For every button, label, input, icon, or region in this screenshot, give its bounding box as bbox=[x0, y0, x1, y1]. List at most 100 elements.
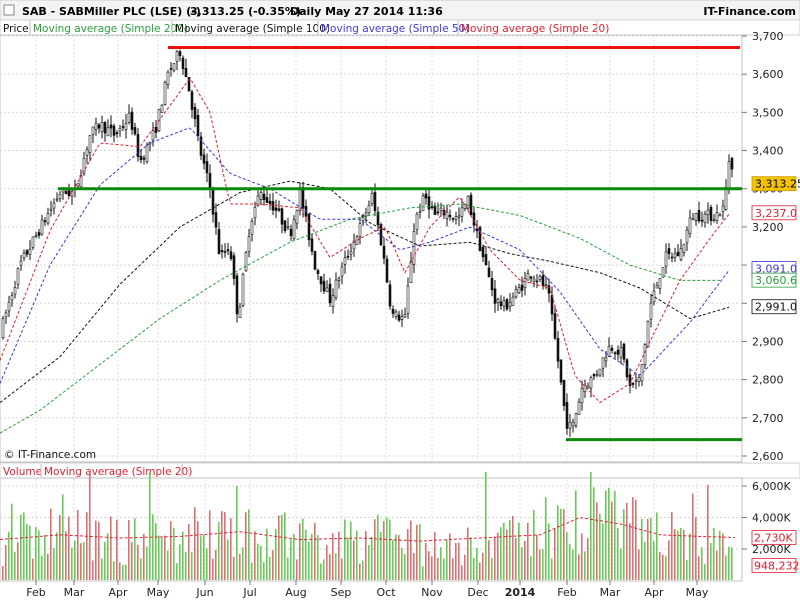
volume-bar bbox=[326, 545, 328, 580]
price-tag-ma50: 3,091.0 bbox=[751, 261, 797, 276]
volume-bar bbox=[86, 512, 88, 580]
legend-price[interactable]: Price bbox=[3, 23, 29, 35]
volume-bar bbox=[614, 490, 616, 580]
volume-bar bbox=[335, 553, 337, 580]
candle-body bbox=[511, 296, 515, 306]
volume-tick-label: 2,000K bbox=[752, 543, 791, 556]
volume-bar bbox=[590, 471, 592, 580]
volume-bar bbox=[89, 471, 91, 580]
volume-bars bbox=[2, 471, 733, 580]
price-tag-ma100: 2,991.0 bbox=[751, 299, 797, 315]
volume-bar bbox=[644, 541, 646, 580]
candle-body bbox=[388, 284, 392, 307]
volume-bar bbox=[158, 535, 160, 580]
candle-body bbox=[637, 377, 641, 382]
candle-body bbox=[151, 130, 155, 141]
candle-body bbox=[469, 194, 473, 216]
candle-body bbox=[286, 226, 290, 229]
candle-body bbox=[403, 314, 407, 318]
candle-body bbox=[607, 346, 611, 357]
candle-body bbox=[85, 149, 89, 156]
volume-bar bbox=[107, 533, 109, 580]
candle-body bbox=[178, 51, 182, 56]
volume-bar bbox=[5, 544, 7, 580]
candle-body bbox=[535, 280, 539, 283]
volume-bar bbox=[521, 547, 523, 580]
volume-bar bbox=[659, 552, 661, 580]
candle-body bbox=[1, 318, 5, 338]
volume-bar bbox=[149, 471, 151, 580]
volume-bar bbox=[197, 521, 199, 580]
candle-body bbox=[505, 299, 509, 310]
candle-body bbox=[124, 123, 128, 130]
volume-bar bbox=[230, 518, 232, 580]
legend-ma50[interactable]: Moving average (Simple 50) bbox=[321, 23, 469, 35]
volume-bar bbox=[704, 564, 706, 580]
candle-body bbox=[397, 314, 401, 321]
candle-body bbox=[493, 288, 497, 304]
candle-body bbox=[16, 268, 20, 285]
volume-bar bbox=[539, 549, 541, 580]
volume-bar bbox=[221, 511, 223, 580]
volume-bar bbox=[716, 550, 718, 580]
volume-bar bbox=[710, 543, 712, 580]
volume-bar bbox=[290, 539, 292, 580]
ma-line-3 bbox=[0, 78, 730, 404]
volume-bar bbox=[110, 516, 112, 580]
volume-bar bbox=[215, 549, 217, 580]
price-tick-label: 3,600 bbox=[752, 68, 784, 81]
volume-bar bbox=[575, 490, 577, 580]
candle-body bbox=[256, 195, 260, 207]
candle-body bbox=[712, 219, 716, 222]
candle-body bbox=[121, 126, 125, 128]
volume-bar bbox=[422, 566, 424, 580]
header-brand: IT-Finance.com bbox=[703, 5, 796, 18]
candle-body bbox=[439, 207, 443, 211]
candle-body bbox=[571, 421, 575, 427]
legend-ma20[interactable]: Moving average (Simple 20) bbox=[461, 23, 609, 35]
volume-bar bbox=[725, 555, 727, 580]
volume-bar bbox=[527, 523, 529, 580]
volume-bar bbox=[563, 509, 565, 580]
volume-bar bbox=[74, 540, 76, 580]
volume-bar bbox=[203, 534, 205, 580]
volume-bar bbox=[668, 540, 670, 580]
volume-bar bbox=[491, 557, 493, 580]
header-toggle-icon[interactable] bbox=[3, 4, 15, 16]
volume-bar bbox=[212, 558, 214, 580]
candle-body bbox=[415, 213, 419, 230]
volume-bar bbox=[557, 505, 559, 580]
candle-body bbox=[109, 124, 113, 129]
x-tick-label: Nov bbox=[421, 586, 443, 599]
price-tick-label: 3,500 bbox=[752, 106, 784, 119]
legend-ma100[interactable]: Moving average (Simple 100) bbox=[175, 23, 330, 35]
candle-body bbox=[553, 313, 557, 339]
candle-body bbox=[10, 295, 14, 301]
volume-bar bbox=[599, 513, 601, 580]
legend-volume[interactable]: Volume bbox=[3, 466, 42, 478]
candle-body bbox=[667, 248, 671, 255]
volume-bar bbox=[401, 547, 403, 580]
candle-body bbox=[472, 212, 476, 226]
volume-bar bbox=[260, 545, 262, 580]
volume-bar bbox=[656, 512, 658, 580]
legend-volume-ma20[interactable]: Moving average (Simple 20) bbox=[44, 466, 192, 478]
price-tag-label: 3,060.6 bbox=[755, 274, 797, 287]
volume-bar bbox=[137, 544, 139, 580]
volume-bar bbox=[242, 547, 244, 580]
candle-body bbox=[28, 248, 32, 256]
volume-bar bbox=[719, 530, 721, 580]
candle-body bbox=[172, 63, 176, 71]
legend-ma200[interactable]: Moving average (Simple 200) bbox=[33, 23, 188, 35]
candle-body bbox=[337, 278, 341, 281]
volume-bar bbox=[113, 561, 115, 580]
volume-bar bbox=[518, 522, 520, 580]
candle-body bbox=[91, 126, 95, 135]
volume-bar bbox=[68, 516, 70, 580]
candle-body bbox=[433, 206, 437, 215]
x-tick-label: Apr bbox=[108, 586, 128, 599]
candle-body bbox=[331, 295, 335, 307]
candle-body bbox=[301, 187, 305, 209]
volume-bar bbox=[476, 547, 478, 580]
candle-body bbox=[361, 215, 365, 221]
